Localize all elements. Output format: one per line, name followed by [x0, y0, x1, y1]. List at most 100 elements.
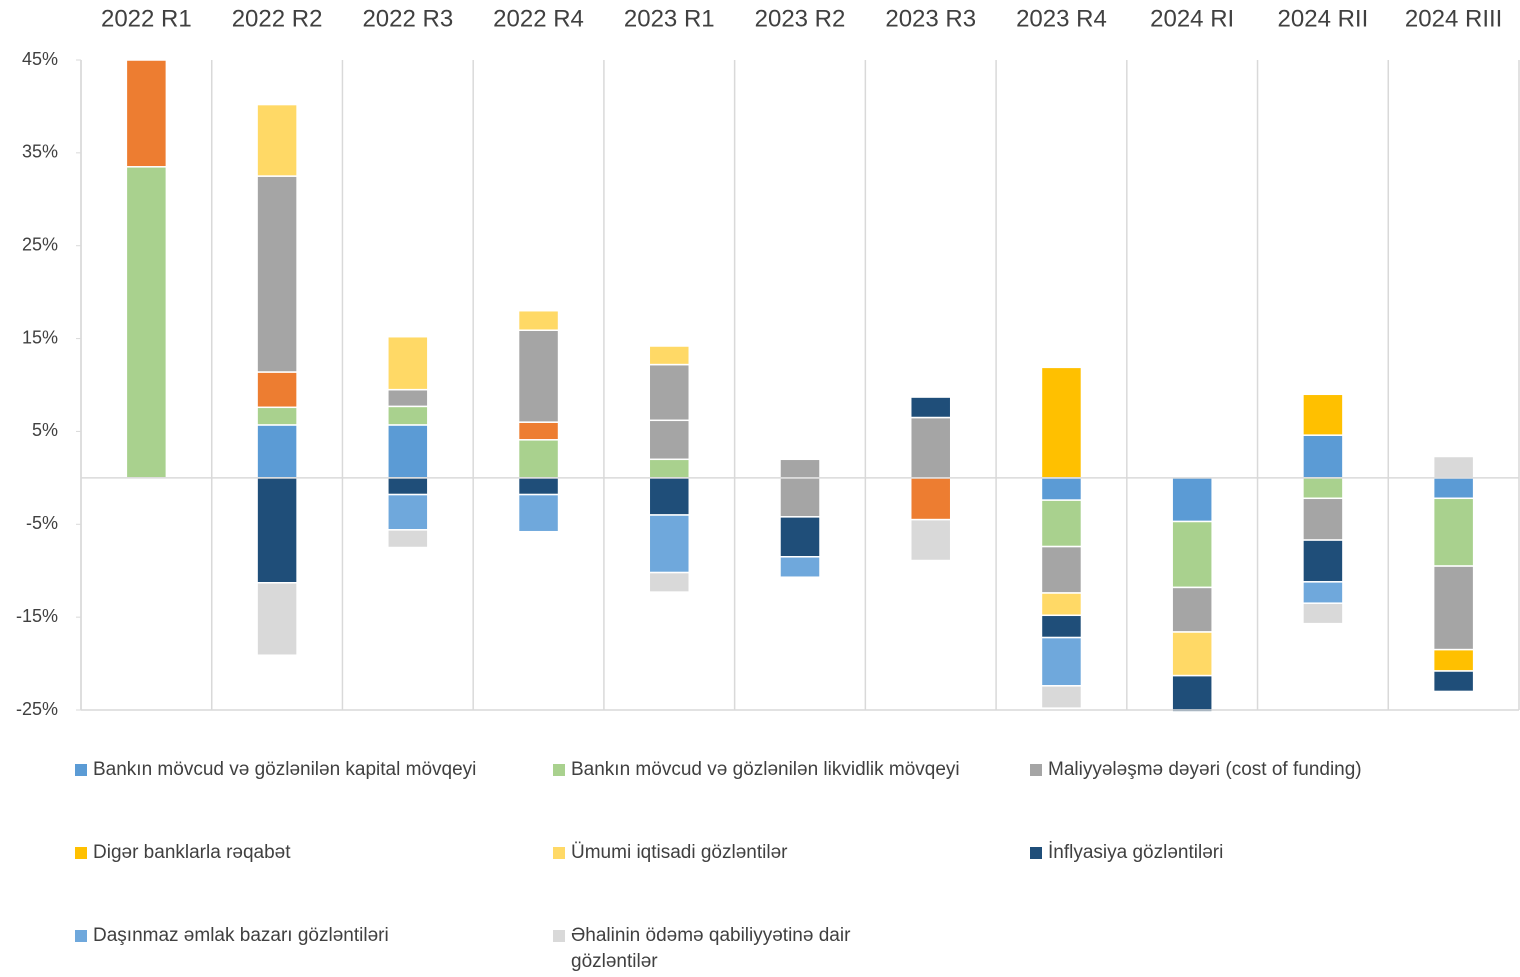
- bar-segment: [1302, 539, 1344, 583]
- bar-segment: [125, 166, 168, 479]
- legend-swatch: [553, 847, 565, 859]
- bar-segment: [387, 529, 429, 549]
- y-tick-label: -15%: [16, 606, 58, 626]
- legend-item: Əhalinin ödəmə qabiliyyətinə dair gözlən…: [553, 923, 913, 975]
- legend-item: Bankın mövcud və gözlənilən kapital mövq…: [75, 757, 545, 783]
- bar-segment: [1432, 670, 1475, 693]
- y-tick-label: 5%: [32, 420, 58, 440]
- x-tick-label: 2022 R3: [362, 5, 453, 32]
- bar-segment: [1171, 674, 1213, 713]
- legend-swatch: [1030, 847, 1042, 859]
- bar-segment: [387, 405, 429, 426]
- x-tick-label: 2024 RIII: [1405, 5, 1502, 32]
- bar-segment: [779, 516, 821, 558]
- bar-segment: [648, 458, 691, 479]
- legend-swatch: [553, 764, 565, 776]
- y-tick-label: 35%: [22, 142, 58, 162]
- bar-segment: [256, 582, 298, 656]
- bar-segment: [1302, 477, 1344, 500]
- legend-swatch: [75, 847, 87, 859]
- bar-segment: [1432, 565, 1475, 651]
- bar-segment: [517, 309, 560, 331]
- legend-item: Ümumi iqtisadi gözləntilər: [553, 840, 1023, 866]
- x-tick-label: 2022 R1: [101, 5, 192, 32]
- bar-segment: [387, 493, 429, 531]
- x-tick-label: 2024 RII: [1278, 5, 1369, 32]
- bar-segment: [387, 335, 429, 391]
- bar-segment: [648, 419, 691, 461]
- bar-segment: [648, 477, 691, 516]
- bar-segment: [387, 388, 429, 408]
- bar-segment: [125, 59, 168, 168]
- x-tick-label: 2023 R2: [755, 5, 846, 32]
- bar-segment: [387, 424, 429, 479]
- bar-segment: [256, 371, 298, 409]
- legend-label: Bankın mövcud və gözlənilən likvidlik mö…: [571, 759, 960, 780]
- bar-segment: [1040, 366, 1083, 479]
- bar-segment: [1040, 636, 1083, 687]
- bar-segment: [1040, 614, 1083, 639]
- legend-item: Maliyyələşmə dəyəri (cost of funding): [1030, 757, 1500, 783]
- bar-segment: [1171, 520, 1213, 589]
- bar-segment: [648, 345, 691, 366]
- bar-segment: [1040, 477, 1083, 501]
- legend-label: İnflyasiya gözləntiləri: [1048, 842, 1224, 863]
- bar-segment: [1040, 685, 1083, 709]
- bar-segment: [1040, 592, 1083, 617]
- bar-segment: [1171, 477, 1213, 523]
- legend-label: Maliyyələşmə dəyəri (cost of funding): [1048, 759, 1362, 780]
- bar-segment: [517, 439, 560, 479]
- bar-segment: [909, 416, 952, 479]
- bar-segment: [1432, 648, 1475, 672]
- bar-segment: [517, 421, 560, 441]
- bar-segment: [779, 556, 821, 578]
- bar-segment: [256, 477, 298, 584]
- bar-segment: [387, 477, 429, 496]
- bar-segment: [648, 363, 691, 422]
- plot: 45% 35% 25% 15% 5% -5% -15% -25% 2022 R1 2022 R2 2…: [16, 5, 1520, 719]
- bar-segment: [1302, 434, 1344, 479]
- bar-segment: [1302, 602, 1344, 625]
- legend-swatch: [1030, 764, 1042, 776]
- bar-segment: [517, 329, 560, 423]
- bar-segment: [1432, 477, 1475, 500]
- x-tick-label: 2024 RI: [1150, 5, 1234, 32]
- bar-segment: [517, 477, 560, 496]
- bar-segment: [1171, 631, 1213, 677]
- bar-segment: [256, 424, 298, 479]
- x-tick-label: 2022 R2: [232, 5, 323, 32]
- bar-segment: [256, 103, 298, 177]
- legend-item: Digər banklarla rəqabət: [75, 840, 545, 866]
- legend-item: Bankın mövcud və gözlənilən likvidlik mö…: [553, 757, 1023, 783]
- bar-segment: [1302, 581, 1344, 604]
- y-tick-label: 45%: [22, 49, 58, 69]
- bar-segment: [1432, 455, 1475, 479]
- y-tick-label: 15%: [22, 327, 58, 347]
- x-tick-label: 2023 R3: [885, 5, 976, 32]
- bar-segment: [256, 175, 298, 373]
- bar-segment: [779, 477, 821, 518]
- bar-segment: [1040, 499, 1083, 548]
- bar-segment: [1171, 586, 1213, 633]
- bar-segment: [1302, 497, 1344, 541]
- bar-segment: [256, 406, 298, 426]
- bar-segment: [1432, 497, 1475, 567]
- x-tick-label: 2023 R4: [1016, 5, 1107, 32]
- x-tick-label: 2022 R4: [493, 5, 584, 32]
- bar-segment: [909, 477, 952, 521]
- y-tick-label: 25%: [22, 234, 58, 254]
- legend-swatch: [75, 764, 87, 776]
- legend-label: Əhalinin ödəmə qabiliyyətinə dair gözlən…: [571, 925, 851, 972]
- legend-swatch: [75, 930, 87, 942]
- legend-item: İnflyasiya gözləntiləri: [1030, 840, 1500, 866]
- bar-segment: [648, 514, 691, 574]
- legend-label: Digər banklarla rəqabət: [93, 842, 291, 863]
- legend-swatch: [553, 930, 565, 942]
- y-tick-label: -25%: [16, 699, 58, 719]
- legend-label: Bankın mövcud və gözlənilən kapital mövq…: [93, 759, 477, 780]
- bar-segment: [779, 458, 821, 479]
- bar-segment: [909, 518, 952, 562]
- legend-label: Daşınmaz əmlak bazarı gözləntiləri: [93, 925, 389, 946]
- x-tick-label: 2023 R1: [624, 5, 715, 32]
